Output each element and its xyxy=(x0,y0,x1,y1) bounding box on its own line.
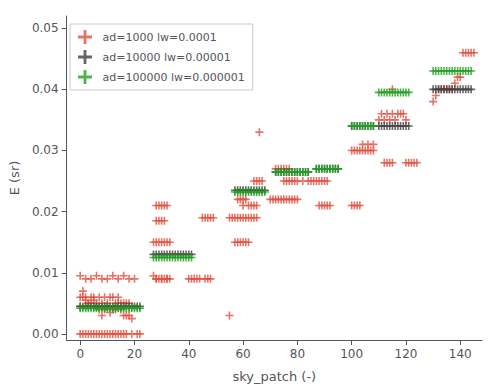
svg-text:0.04: 0.04 xyxy=(32,82,59,96)
svg-text:60: 60 xyxy=(235,347,250,361)
svg-text:ad=1000 lw=0.0001: ad=1000 lw=0.0001 xyxy=(103,31,217,44)
svg-text:80: 80 xyxy=(290,347,305,361)
svg-text:40: 40 xyxy=(181,347,196,361)
svg-text:0.03: 0.03 xyxy=(32,143,59,157)
svg-text:0.02: 0.02 xyxy=(32,205,59,219)
svg-text:100: 100 xyxy=(340,347,363,361)
svg-text:ad=100000 lw=0.000001: ad=100000 lw=0.000001 xyxy=(103,71,245,84)
svg-text:140: 140 xyxy=(449,347,472,361)
svg-text:0: 0 xyxy=(76,347,84,361)
svg-text:120: 120 xyxy=(395,347,418,361)
svg-text:0.00: 0.00 xyxy=(32,327,59,341)
svg-text:0.01: 0.01 xyxy=(32,266,59,280)
svg-text:E (sr): E (sr) xyxy=(7,161,22,196)
svg-text:sky_patch (-): sky_patch (-) xyxy=(232,369,316,384)
svg-text:20: 20 xyxy=(127,347,142,361)
svg-text:ad=10000 lw=0.00001: ad=10000 lw=0.00001 xyxy=(103,51,231,64)
svg-text:0.05: 0.05 xyxy=(32,21,59,35)
